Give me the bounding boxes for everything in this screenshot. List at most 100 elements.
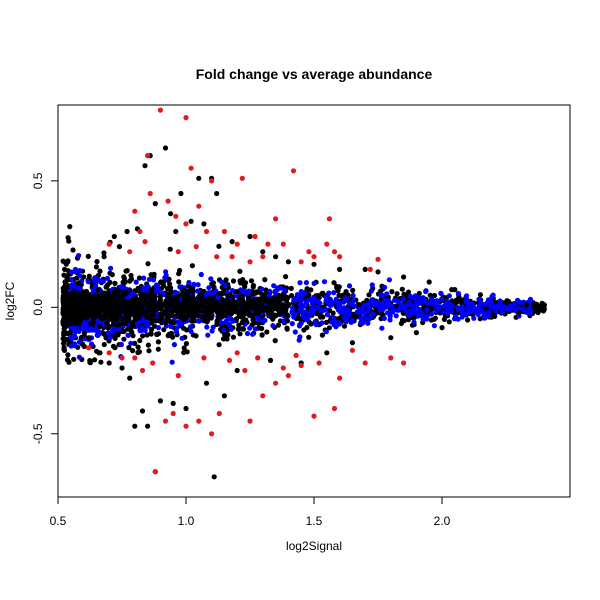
black-point: [136, 275, 143, 281]
black-point: [246, 297, 252, 303]
black-point: [167, 246, 173, 252]
black-point: [76, 321, 82, 327]
black-point: [140, 293, 146, 299]
blue-point: [424, 316, 430, 322]
black-point: [184, 313, 190, 319]
black-point: [125, 300, 131, 306]
blue-point: [323, 294, 329, 300]
red-point: [173, 213, 179, 219]
black-point: [170, 400, 176, 406]
blue-point: [489, 293, 495, 300]
black-point: [85, 253, 91, 259]
red-point: [265, 241, 271, 247]
black-point: [140, 333, 146, 339]
red-point: [273, 380, 279, 386]
black-point: [350, 287, 356, 293]
black-point: [222, 303, 228, 310]
blue-point: [179, 335, 185, 341]
blue-point: [155, 325, 162, 331]
blue-point: [85, 279, 91, 285]
blue-point: [242, 289, 248, 295]
blue-point: [410, 310, 416, 316]
black-point: [216, 243, 222, 249]
black-point: [180, 287, 186, 293]
black-point: [394, 291, 400, 297]
black-point: [146, 303, 153, 309]
black-point: [184, 327, 190, 333]
black-point: [247, 233, 253, 240]
black-point: [133, 309, 139, 315]
black-point: [242, 284, 248, 290]
black-point: [87, 310, 93, 316]
black-point: [124, 228, 130, 235]
blue-point: [219, 279, 225, 285]
blue-point: [350, 292, 356, 299]
black-point: [67, 316, 73, 322]
blue-point: [416, 298, 422, 304]
red-point: [106, 241, 112, 247]
black-point: [82, 299, 88, 306]
black-point: [123, 321, 129, 327]
black-point: [112, 345, 118, 351]
black-point: [95, 308, 101, 314]
blue-point: [469, 301, 475, 307]
black-point: [401, 274, 407, 280]
black-point: [106, 309, 112, 315]
black-point: [250, 317, 256, 323]
black-point: [93, 294, 99, 300]
black-point: [68, 307, 74, 313]
blue-point: [118, 341, 124, 348]
black-point: [165, 333, 171, 339]
black-point: [196, 175, 202, 181]
blue-point: [68, 334, 74, 340]
blue-point: [163, 269, 169, 275]
red-point: [119, 355, 125, 361]
black-point: [323, 319, 330, 325]
red-point: [147, 190, 153, 197]
blue-point: [76, 339, 82, 345]
blue-point: [76, 354, 82, 360]
red-point: [165, 198, 171, 204]
black-point: [92, 313, 98, 319]
blue-point: [171, 342, 177, 348]
black-point: [62, 266, 68, 272]
black-point: [188, 286, 194, 292]
black-point: [121, 274, 127, 280]
red-point: [196, 203, 202, 209]
blue-point: [441, 303, 447, 309]
blue-point: [507, 303, 513, 309]
black-point: [234, 289, 240, 295]
red-point: [226, 357, 233, 363]
red-point: [311, 254, 317, 260]
black-point: [136, 349, 143, 355]
blue-point: [208, 276, 214, 282]
blue-point: [77, 268, 83, 274]
black-point: [183, 341, 189, 347]
blue-point: [186, 279, 192, 286]
blue-point: [95, 332, 101, 338]
blue-point: [73, 269, 79, 275]
blue-point: [303, 280, 309, 286]
black-point: [230, 278, 237, 284]
black-point: [64, 306, 70, 312]
blue-point: [368, 288, 374, 294]
black-point: [112, 280, 118, 286]
blue-point: [110, 326, 116, 332]
blue-point: [438, 290, 444, 296]
black-point: [126, 345, 132, 351]
black-point: [64, 357, 71, 363]
blue-point: [270, 323, 276, 329]
black-point: [70, 247, 76, 253]
black-point: [189, 293, 196, 299]
black-point: [148, 326, 155, 332]
black-point: [319, 332, 325, 338]
black-point: [211, 304, 217, 310]
black-point: [259, 301, 265, 307]
blue-point: [428, 311, 434, 317]
black-point: [315, 293, 321, 299]
red-point: [331, 405, 338, 412]
blue-point: [488, 302, 495, 308]
y-tick-label: 0.5: [31, 172, 45, 189]
black-point: [188, 318, 194, 324]
black-point: [121, 303, 127, 309]
